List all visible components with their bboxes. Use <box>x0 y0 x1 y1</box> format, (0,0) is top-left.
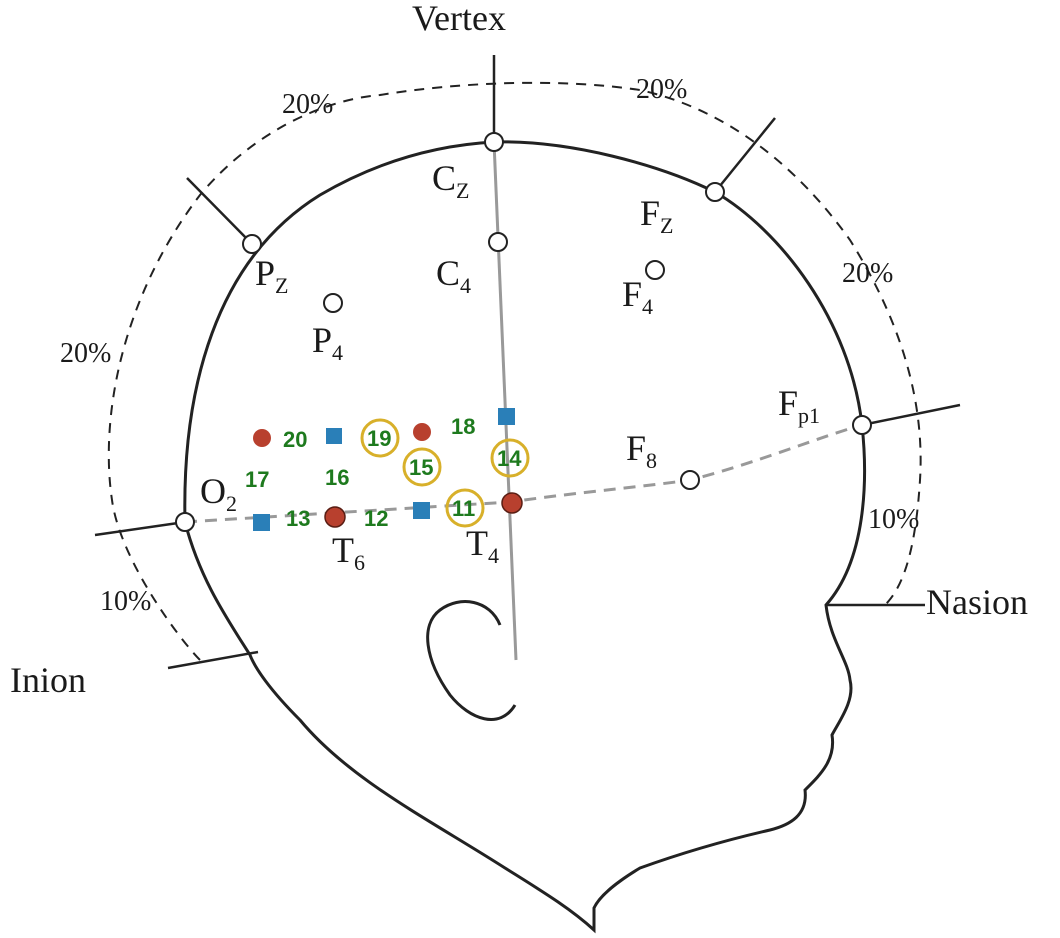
electrode-fp1-label: Fp1 <box>778 383 820 428</box>
channel-14-ring <box>490 438 530 478</box>
electrode-cz-label: CZ <box>432 158 469 203</box>
pct-lower-right: 10% <box>868 504 919 535</box>
channel-13-label: 13 <box>286 506 310 531</box>
electrode-f8-label: F8 <box>626 428 657 473</box>
pct-lower-left: 10% <box>100 586 151 617</box>
blue-marker <box>253 514 270 531</box>
electrode-fp1-marker <box>852 415 872 435</box>
channel-11-ring <box>445 488 485 528</box>
electrode-fz-marker <box>705 182 725 202</box>
blue-marker <box>498 408 515 425</box>
electrode-fz-label: FZ <box>640 193 673 238</box>
electrode-f4-label: F4 <box>622 274 653 319</box>
measurement-arc <box>107 81 922 661</box>
electrode-c4-marker <box>488 232 508 252</box>
pct-upper-right: 20% <box>636 74 687 105</box>
channel-17-label: 17 <box>245 467 269 492</box>
electrode-t6-label: T6 <box>332 530 365 575</box>
tick-fp1 <box>861 403 961 427</box>
pct-left: 20% <box>60 338 111 369</box>
electrode-cz-marker <box>484 132 504 152</box>
tick-inion <box>167 650 259 670</box>
channel-20-label: 20 <box>283 427 307 452</box>
electrode-pz-label: PZ <box>255 253 288 298</box>
electrode-pz-marker <box>242 234 262 254</box>
electrode-f4-marker <box>645 260 665 280</box>
electrode-t4-label: T4 <box>466 523 499 568</box>
red-marker <box>413 423 431 441</box>
electrode-o2-marker <box>175 512 195 532</box>
channel-19-ring <box>360 418 400 458</box>
ear-outline <box>426 600 517 721</box>
tick-fz <box>714 117 776 193</box>
electrode-c4-label: C4 <box>436 253 471 298</box>
vertex-label: Vertex <box>412 0 506 38</box>
red-marker <box>253 429 271 447</box>
channel-19-label: 19 <box>367 426 391 451</box>
pct-right: 20% <box>842 258 893 289</box>
channel-14-label: 14 <box>497 446 522 471</box>
electrode-p4-label: P4 <box>312 320 343 365</box>
head-outline <box>183 140 866 934</box>
tick-pz <box>186 177 253 245</box>
electrode-o2-label: O2 <box>200 471 237 516</box>
channel-15-ring <box>402 447 442 487</box>
channel-18-label: 18 <box>451 414 475 439</box>
red-marker-t6 <box>324 506 346 528</box>
blue-marker <box>413 502 430 519</box>
channel-12-label: 12 <box>364 506 388 531</box>
electrode-p4-marker <box>323 293 343 313</box>
blue-marker <box>326 428 342 444</box>
central-guide-line <box>492 141 518 661</box>
inion-label: Inion <box>10 660 86 700</box>
pct-upper-left: 20% <box>282 89 333 120</box>
channel-16-label: 16 <box>325 465 349 490</box>
red-marker-t4 <box>501 492 523 514</box>
electrode-f8-marker <box>680 470 700 490</box>
channel-11-label: 11 <box>452 496 475 521</box>
nasion-label: Nasion <box>926 582 1028 622</box>
channel-15-label: 15 <box>409 455 433 480</box>
tick-o2 <box>94 520 186 537</box>
